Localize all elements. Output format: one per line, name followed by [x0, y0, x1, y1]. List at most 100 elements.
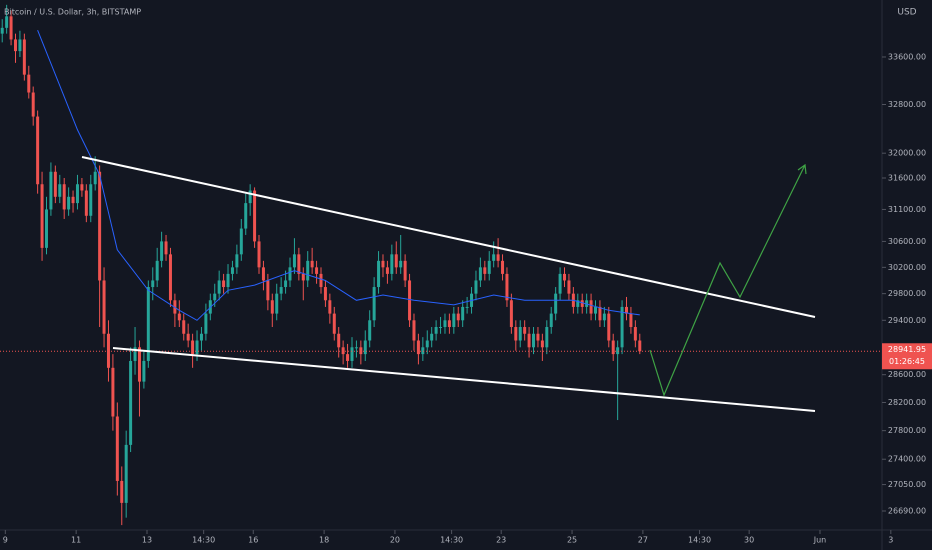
drawings — [81, 156, 816, 412]
x-tick-label: Jun — [813, 536, 827, 545]
candle-body — [80, 184, 84, 191]
candle-body — [230, 267, 234, 274]
candle-body — [199, 333, 203, 341]
candle-body — [514, 327, 518, 341]
candle-body — [137, 347, 141, 382]
candle-body — [620, 306, 624, 348]
candle-body — [611, 340, 615, 355]
candle-body — [390, 254, 394, 274]
candle-body — [53, 171, 57, 197]
x-tick-label: 30 — [744, 536, 754, 545]
candle-body — [36, 116, 40, 185]
candle-body — [75, 184, 79, 204]
candle-body — [567, 280, 571, 294]
candle-body — [310, 260, 314, 268]
candle-body — [155, 260, 159, 281]
candle-body — [412, 320, 416, 341]
projection-arrowhead — [797, 163, 807, 175]
candle-body — [474, 280, 478, 294]
x-tick-label: 14:30 — [192, 536, 215, 545]
candle-body — [447, 320, 451, 328]
candle-body — [319, 273, 323, 288]
candle-body — [536, 333, 540, 341]
candle-body — [563, 273, 567, 281]
y-tick-label: 28600.00 — [888, 370, 926, 379]
candle-body — [337, 333, 341, 348]
x-tick-label: 9 — [3, 536, 8, 545]
candle-body — [253, 190, 257, 242]
x-tick-label: 11 — [71, 536, 81, 545]
plot-area — [0, 4, 882, 526]
candle-body — [279, 287, 283, 294]
currency: USD — [897, 8, 916, 18]
candle-body — [248, 190, 252, 204]
candle-body — [168, 254, 172, 301]
candle-body — [346, 354, 350, 361]
candle-body — [527, 333, 531, 348]
candle-body — [235, 254, 239, 268]
candle-body — [292, 254, 296, 268]
candle-body — [434, 327, 438, 334]
candle-body — [359, 347, 363, 355]
y-tick-label: 29400.00 — [888, 316, 926, 325]
candle-body — [492, 254, 496, 261]
y-tick-label: 30200.00 — [888, 263, 926, 272]
candle-body — [385, 267, 389, 274]
candle-body — [363, 340, 367, 355]
candle-body — [115, 416, 119, 481]
y-tick-label: 31100.00 — [888, 205, 926, 214]
candle-body — [368, 320, 372, 341]
x-tick-label: 23 — [496, 536, 506, 545]
candle-body — [297, 254, 301, 274]
candle-body — [261, 267, 265, 281]
candle-body — [430, 333, 434, 341]
candle-body — [638, 340, 642, 352]
candle-body — [213, 293, 217, 301]
candle-body — [350, 347, 354, 361]
candle-body — [633, 327, 637, 341]
candle-body — [545, 327, 549, 348]
candle-body — [124, 444, 128, 503]
candle-body — [607, 313, 611, 341]
candle-body — [84, 190, 88, 216]
candle-body — [408, 280, 412, 321]
y-tick-label: 27800.00 — [888, 426, 926, 435]
candle-body — [266, 280, 270, 301]
candle-body — [204, 313, 208, 334]
candle-body — [40, 184, 44, 248]
x-tick-label: 18 — [319, 536, 329, 545]
candle-body — [177, 313, 181, 321]
candle-body — [284, 280, 288, 288]
x-tick-label: 13 — [142, 536, 152, 545]
candle-body — [58, 184, 62, 197]
candle-body — [478, 267, 482, 281]
projection-path — [649, 164, 806, 397]
candle-body — [332, 313, 336, 334]
candle-body — [217, 280, 221, 294]
candle-body — [532, 333, 536, 348]
candle-body — [328, 300, 332, 314]
candle-body — [275, 293, 279, 314]
candle-body — [67, 196, 71, 210]
candle-body — [98, 171, 102, 281]
candle-body — [0, 27, 4, 34]
candle-body — [315, 267, 319, 274]
candle-body — [9, 16, 13, 40]
x-tick-label: 16 — [248, 536, 258, 545]
candle-body — [89, 184, 93, 216]
candle-body — [576, 300, 580, 307]
candle-body — [505, 273, 509, 301]
candle-body — [49, 171, 53, 210]
candle-body — [452, 313, 456, 328]
candle-body — [354, 347, 358, 349]
candle-body — [102, 280, 106, 334]
candle-body — [146, 287, 150, 361]
candle-body — [306, 260, 310, 281]
y-tick-label: 28200.00 — [888, 398, 926, 407]
candle-body — [616, 347, 620, 355]
y-tick-label: 29800.00 — [888, 289, 926, 298]
candle-body — [381, 260, 385, 268]
candle-body — [461, 306, 465, 321]
candle-body — [120, 480, 124, 503]
